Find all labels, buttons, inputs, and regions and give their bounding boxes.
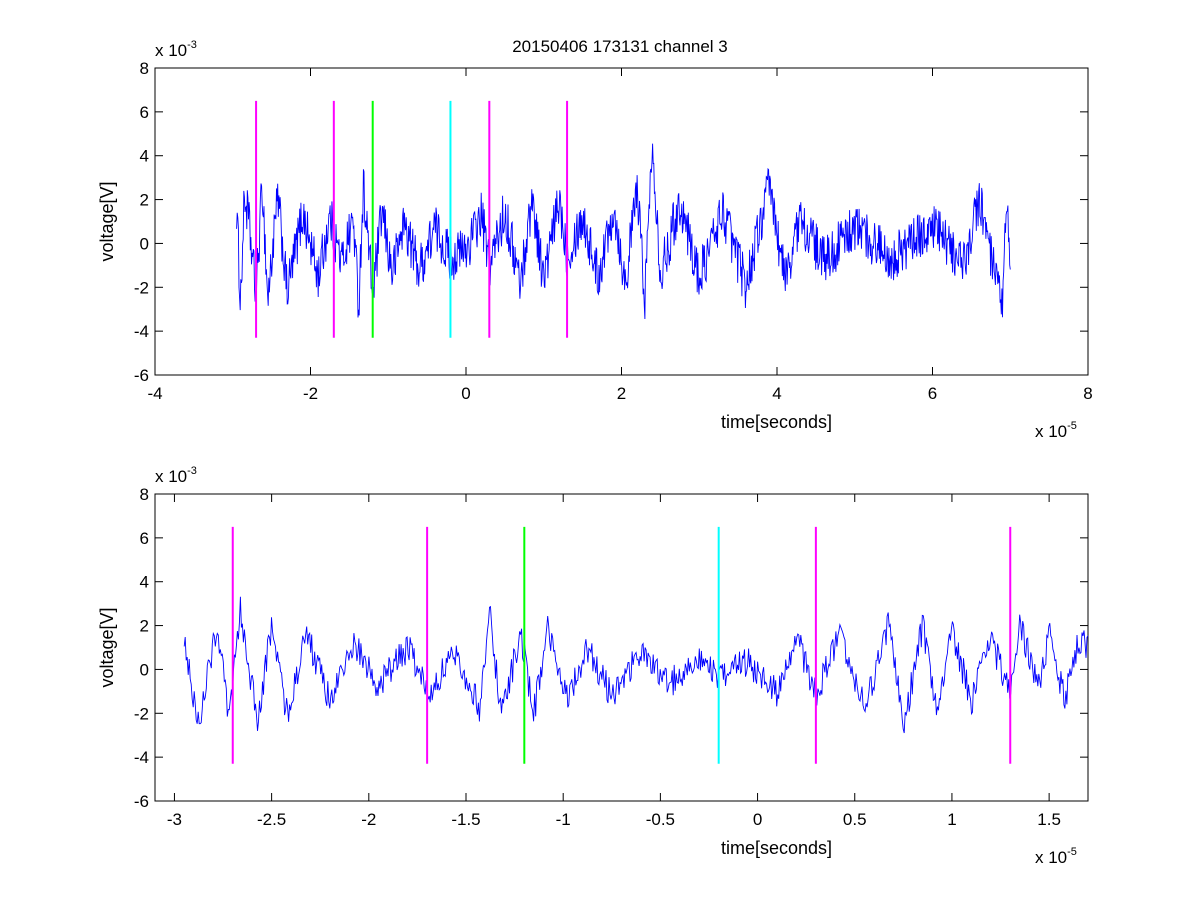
top-axes: -4 -2 0 2 4 6 8-6-4-202468time[seconds]voltage…	[97, 39, 1093, 441]
bottom-y-tick-label: -2	[134, 704, 149, 723]
bottom-x-tick-label: -1	[556, 810, 571, 829]
bottom-x-tick-label: 1.5	[1037, 810, 1061, 829]
top-y-tick-label: -6	[134, 366, 149, 385]
top-x-tick-label: -2	[303, 384, 318, 403]
top-y-tick-label: 4	[140, 147, 149, 166]
top-x-tick-label: 6	[928, 384, 937, 403]
bottom-x-tick-label: -2	[361, 810, 376, 829]
bottom-x-tick-label: 1	[947, 810, 956, 829]
bottom-y-tick-label: 2	[140, 617, 149, 636]
bottom-x-tick-label: 0.5	[843, 810, 867, 829]
bottom-y-tick-label: 0	[140, 660, 149, 679]
top-x-tick-label: 4	[772, 384, 781, 403]
bottom-axes: -3 -2.5 -2 -1.5 -1 -0.5 0 0.5 1 1.5 -6 -4 -2 0 2 4 6 8 tim…	[97, 465, 1089, 867]
bottom-y-tick-label: 4	[140, 573, 149, 592]
top-y-tick-label: -2	[134, 278, 149, 297]
top-x-tick-label: 0	[461, 384, 470, 403]
bottom-y-tick-label: -6	[134, 792, 149, 811]
bottom-x-axis-label: time[seconds]	[721, 838, 832, 858]
bottom-x-exponent-label: x 10-5	[1035, 846, 1077, 867]
top-x-tick-label: 8	[1083, 384, 1092, 403]
bottom-y-exponent-label: x 10-3	[155, 465, 197, 486]
top-x-exponent-label: x 10-5	[1035, 420, 1077, 441]
top-y-tick-label: 8	[140, 59, 149, 78]
top-x-tick-label: -4	[147, 384, 162, 403]
bottom-y-axis-label: voltage[V]	[97, 607, 117, 687]
top-x-tick-label: 2	[617, 384, 626, 403]
bottom-x-exponent-power: -5	[1067, 846, 1077, 858]
bottom-plot-box	[154, 493, 1089, 802]
bottom-x-tick-label: -2.5	[257, 810, 286, 829]
figure-title: 20150406 173131 channel 3	[512, 37, 728, 56]
top-y-axis-label: voltage[V]	[97, 181, 117, 261]
top-signal-trace	[236, 143, 1011, 320]
top-x-axis-label: time[seconds]	[721, 412, 832, 432]
top-y-tick-label: 0	[140, 234, 149, 253]
bottom-x-tick-label: 0	[753, 810, 762, 829]
bottom-y-tick-label: -4	[134, 748, 149, 767]
top-y-exponent-power: -3	[187, 39, 197, 51]
top-x-exponent-power: -5	[1067, 420, 1077, 432]
bottom-y-tick-label: 8	[140, 485, 149, 504]
bottom-x-tick-label: -0.5	[646, 810, 675, 829]
top-y-tick-label: -4	[134, 322, 149, 341]
top-y-exponent-label: x 10-3	[155, 39, 197, 60]
bottom-x-tick-label: -1.5	[451, 810, 480, 829]
top-y-tick-label: 2	[140, 191, 149, 210]
bottom-signal-trace	[183, 596, 1089, 734]
bottom-y-exponent-power: -3	[187, 465, 197, 477]
bottom-x-tick-label: -3	[167, 810, 182, 829]
top-y-tick-label: 6	[140, 103, 149, 122]
bottom-y-tick-label: 6	[140, 529, 149, 548]
